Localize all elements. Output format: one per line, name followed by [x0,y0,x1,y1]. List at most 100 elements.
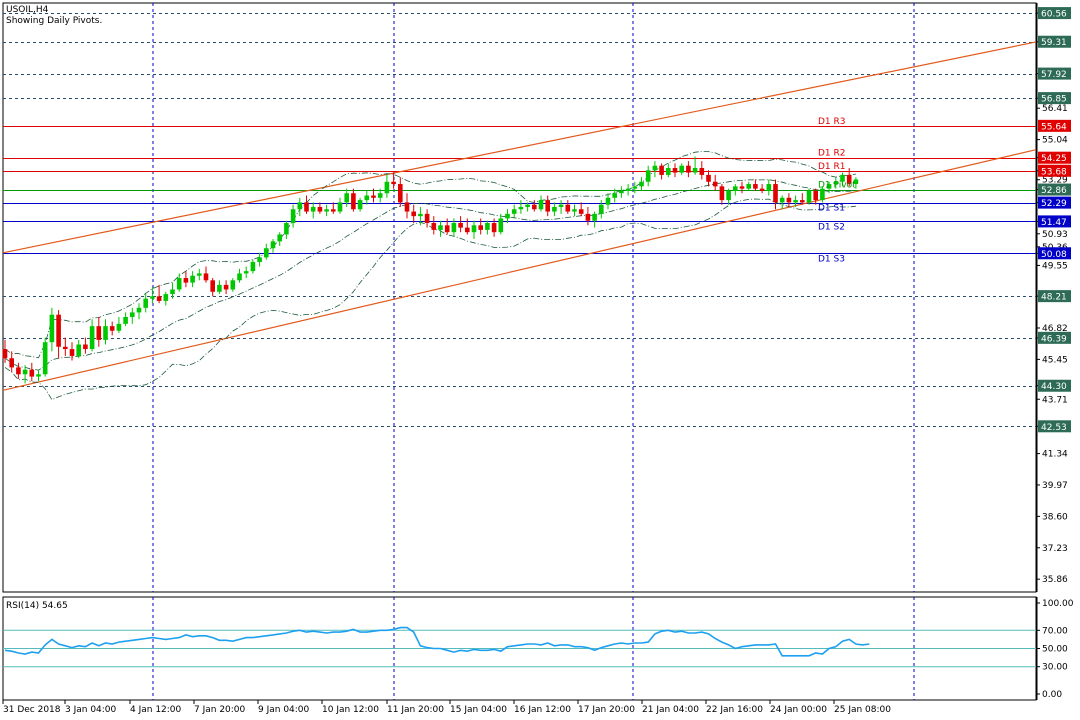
bull-candle [853,179,859,185]
y-level-label: 51.47 [1041,218,1067,228]
bull-candle [190,275,195,283]
x-tick-label: 10 Jan 12:00 [322,705,379,715]
x-tick-label: 11 Jan 20:00 [387,705,444,715]
bull-candle [357,200,363,210]
y-level-badge [1038,35,1071,48]
bull-candle [612,193,617,198]
y-level-badge [1038,331,1071,344]
bull-candle [377,193,383,198]
bear-candle [686,165,691,173]
y-level-label: 52.86 [1041,186,1067,196]
bull-candle [505,213,510,219]
y-tick-label: 53.29 [1042,176,1068,186]
bear-candle [317,206,323,212]
bull-candle [605,197,611,205]
bull-candle [89,326,95,350]
envelope-upper-line [4,151,856,359]
bull-candle [384,181,390,194]
y-level-label: 56.85 [1041,95,1067,105]
bull-candle [806,190,812,203]
bear-candle [351,193,356,210]
bull-candle [103,326,108,340]
y-level-badge [1038,247,1071,260]
bull-candle [538,200,544,210]
envelope-lower-line [4,198,856,401]
chart-title: USOIL,H4 [6,5,49,15]
y-level-badge [1038,215,1071,228]
bull-candle [257,257,262,262]
bull-candle [170,289,175,295]
bear-candle [759,188,765,191]
bull-candle [250,261,256,272]
bull-candle [692,168,698,173]
bear-candle [465,227,470,233]
bull-candle [290,209,296,224]
bull-candle [197,273,202,276]
bull-candle [418,213,423,217]
y-level-label: 50.08 [1041,250,1067,260]
bull-candle [49,314,55,343]
bear-candle [2,349,8,359]
x-tick-label: 21 Jan 04:00 [642,705,699,715]
y-level-badge [1038,67,1071,80]
bull-candle [645,170,651,182]
pivot-label: D1 S1 [818,204,845,214]
rsi-y-tick-label: 0.00 [1042,690,1062,700]
bear-candle [458,223,463,228]
bear-candle [431,223,437,230]
y-tick-label: 37.23 [1042,544,1068,554]
y-level-badge [1038,420,1071,433]
bull-candle [324,209,329,212]
y-level-label: 44.30 [1041,382,1067,392]
pivot-label: D1 S2 [818,222,845,232]
y-level-label: 48.21 [1041,293,1067,303]
y-tick-label: 45.45 [1042,355,1068,365]
y-level-label: 59.31 [1041,38,1067,48]
bear-candle [545,200,550,212]
bull-candle [826,184,832,189]
rsi-y-tick-label: 50.00 [1042,645,1068,655]
bull-candle [284,223,289,235]
bull-candle [840,174,845,182]
main-plot-frame [2,2,1037,593]
bull-candle [679,165,684,173]
bull-candle [337,202,343,212]
y-level-badge [1038,379,1071,392]
bear-candle [29,369,35,377]
x-tick-label: 16 Jan 12:00 [514,705,571,715]
bear-candle [183,278,189,283]
bull-candle [558,204,564,207]
bull-candle [766,184,772,191]
bull-candle [451,223,457,233]
x-tick-label: 31 Dec 2018 [3,705,61,715]
lower-channel-line [2,149,1037,391]
rsi-y-tick-label: 70.00 [1042,626,1068,636]
bear-candle [83,344,88,350]
bear-candle [773,184,778,203]
bull-candle [130,312,135,317]
bull-candle [438,225,443,230]
bull-candle [270,241,276,249]
bull-candle [793,200,798,203]
y-tick-label: 41.34 [1042,450,1068,460]
bear-candle [398,184,403,203]
y-level-badge [1038,196,1071,209]
bull-candle [619,190,624,194]
rsi-y-tick-label: 30.00 [1042,663,1068,673]
bear-candle [578,209,584,214]
bear-candle [532,204,537,210]
bull-candle [230,280,236,290]
bear-candle [424,213,430,224]
bull-candle [666,168,671,175]
bear-candle [404,202,410,212]
bull-candle [632,186,638,189]
y-level-label: 53.68 [1041,167,1067,177]
bull-candle [779,197,785,203]
bear-candle [786,197,792,203]
x-tick-label: 7 Jan 20:00 [194,705,246,715]
bull-candle [525,204,530,207]
y-level-badge [1038,290,1071,303]
bull-candle [136,307,142,313]
bear-candle [491,223,497,233]
